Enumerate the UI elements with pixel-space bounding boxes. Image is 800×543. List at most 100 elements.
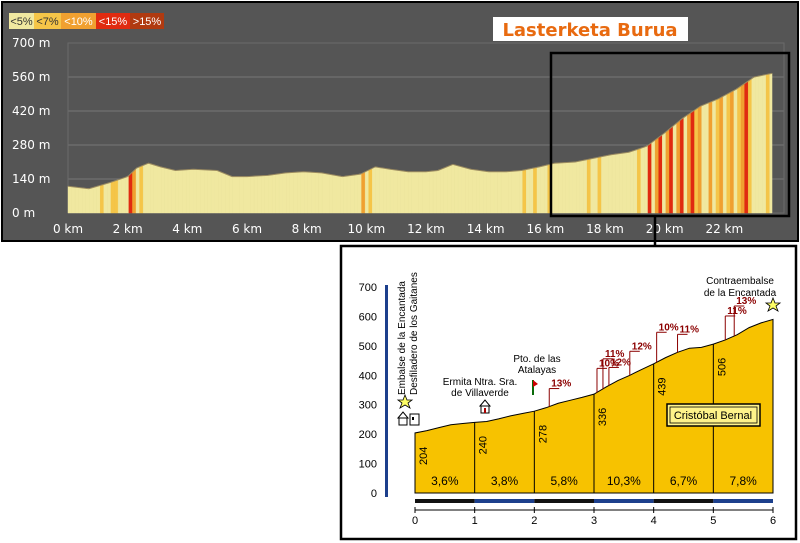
x-tick-label: 10 km xyxy=(347,222,385,236)
profile-band xyxy=(339,175,344,214)
legend-label: <10% xyxy=(64,16,93,28)
detail-y-tick: 600 xyxy=(359,311,377,323)
house-icon xyxy=(396,411,410,426)
steep-marker-label: 11% xyxy=(680,324,700,335)
profile-band xyxy=(218,170,223,214)
profile-band xyxy=(705,102,710,214)
profile-band xyxy=(171,169,176,214)
detail-x-tick: 6 xyxy=(770,515,776,527)
steep-marker-label: 11% xyxy=(605,349,625,360)
x-tick-label: 12 km xyxy=(407,222,445,236)
profile-band xyxy=(715,97,720,214)
profile-band xyxy=(368,167,373,214)
profile-band xyxy=(397,170,402,214)
profile-band xyxy=(483,170,488,214)
detail-x-tick: 0 xyxy=(412,515,418,527)
profile-band xyxy=(440,167,445,214)
overview-title: Lasterketa Burua xyxy=(502,20,677,41)
profile-band xyxy=(92,186,97,214)
profile-band xyxy=(558,162,563,214)
profile-band xyxy=(82,187,87,214)
profile-band xyxy=(615,153,620,214)
place-labels: Embalse de la Encantada Desfiladero de l… xyxy=(397,272,777,399)
y-tick-label: 0 m xyxy=(12,206,35,220)
profile-band xyxy=(554,162,559,214)
profile-band xyxy=(665,128,670,214)
profile-band xyxy=(78,187,83,214)
gradient-legend: <5% <7% <10% <15% >15% xyxy=(9,13,164,29)
profile-band xyxy=(662,131,667,214)
profile-band xyxy=(579,160,584,214)
profile-band xyxy=(261,175,266,214)
profile-band xyxy=(304,171,309,214)
profile-band xyxy=(200,169,205,214)
steep-marker-label: 10% xyxy=(659,322,679,333)
detail-y-tick: 400 xyxy=(359,370,377,382)
profile-band xyxy=(522,169,527,214)
profile-band xyxy=(150,163,155,214)
profile-band xyxy=(561,162,566,214)
factory-icon xyxy=(409,413,420,426)
profile-band xyxy=(89,187,94,214)
x-tick-label: 2 km xyxy=(113,222,143,236)
profile-band xyxy=(432,170,437,214)
segment-start-altitude: 278 xyxy=(537,425,549,443)
detail-x-bar xyxy=(415,499,475,503)
y-tick-label: 280 m xyxy=(12,138,50,152)
profile-band xyxy=(708,100,713,214)
profile-band xyxy=(461,166,466,214)
profile-band xyxy=(236,176,241,214)
profile-band xyxy=(314,172,319,214)
profile-band xyxy=(683,114,688,214)
x-tick-label: 18 km xyxy=(586,222,624,236)
chapel-icon xyxy=(478,399,492,414)
profile-band xyxy=(354,174,359,214)
profile-band xyxy=(687,112,692,214)
detail-x-bar xyxy=(474,499,535,503)
profile-band xyxy=(271,174,276,214)
profile-band xyxy=(647,142,652,214)
profile-band xyxy=(103,183,108,214)
profile-band xyxy=(110,180,115,214)
profile-band xyxy=(332,174,337,214)
segment-start-altitude: 336 xyxy=(597,408,609,426)
detail-y-tick: 0 xyxy=(371,488,377,500)
profile-band xyxy=(604,154,609,214)
profile-band xyxy=(644,145,649,214)
profile-band xyxy=(239,176,244,214)
profile-band xyxy=(669,125,674,214)
profile-band xyxy=(225,173,230,214)
x-tick-label: 4 km xyxy=(172,222,202,236)
profile-band xyxy=(321,172,326,214)
profile-band xyxy=(382,167,387,214)
profile-band xyxy=(626,151,631,214)
profile-band xyxy=(436,169,441,214)
profile-band xyxy=(114,179,119,214)
profile-band xyxy=(619,152,624,214)
profile-band xyxy=(765,73,770,214)
profile-band xyxy=(594,157,599,214)
profile-band xyxy=(565,162,570,214)
profile-band xyxy=(211,169,215,214)
profile-band xyxy=(694,107,699,214)
profile-band xyxy=(769,73,773,214)
x-tick-label: 22 km xyxy=(705,222,743,236)
profile-band xyxy=(679,117,684,214)
profile-band xyxy=(228,175,233,214)
profile-band xyxy=(540,165,545,214)
profile-band xyxy=(146,163,151,214)
profile-band xyxy=(730,90,735,214)
profile-band xyxy=(139,165,144,214)
profile-band xyxy=(100,184,104,214)
profile-outline xyxy=(67,72,773,190)
y-tick-label: 700 m xyxy=(12,36,50,50)
profile-band xyxy=(85,188,90,214)
profile-band xyxy=(67,186,72,214)
legend-swatch xyxy=(61,13,96,29)
profile-band xyxy=(658,134,663,214)
profile-band xyxy=(690,109,695,214)
profile-band xyxy=(651,139,656,214)
profile-band xyxy=(257,175,262,214)
profile-band xyxy=(511,170,516,214)
profile-band xyxy=(633,149,638,214)
